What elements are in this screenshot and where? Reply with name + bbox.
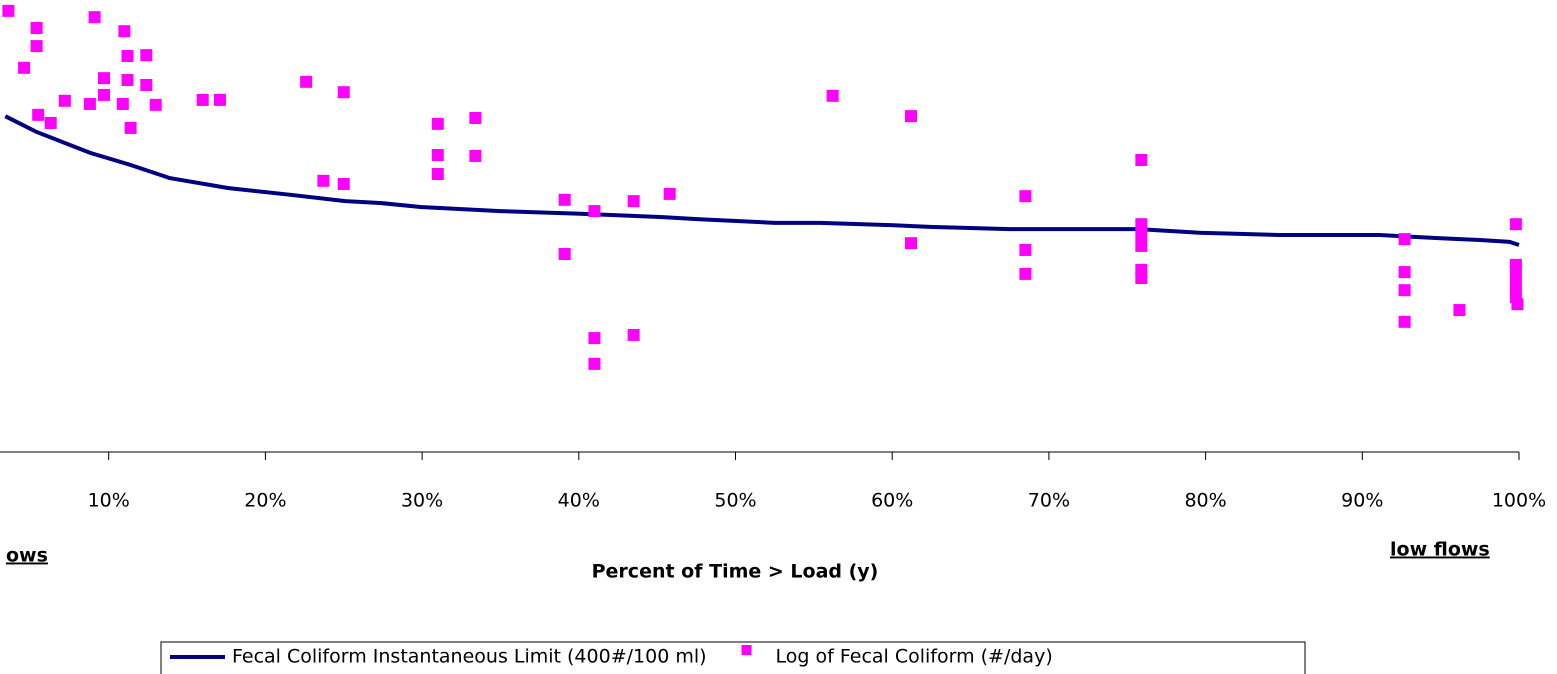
legend-swatch — [741, 645, 752, 655]
line-series — [4, 114, 1520, 247]
point — [1019, 243, 1032, 256]
point — [337, 86, 350, 99]
point — [1509, 258, 1522, 271]
point — [1398, 284, 1411, 297]
point — [121, 74, 134, 87]
point — [121, 50, 134, 63]
x-tick-label: 100% — [1492, 490, 1546, 512]
point — [44, 116, 57, 129]
point — [558, 193, 571, 206]
point — [337, 177, 350, 190]
point — [124, 121, 137, 134]
point — [83, 97, 96, 110]
point — [140, 78, 153, 91]
point — [1135, 154, 1148, 167]
point — [588, 205, 601, 218]
point — [1135, 271, 1148, 284]
point — [116, 97, 129, 110]
x-tick-label: 80% — [1184, 490, 1226, 512]
point — [30, 40, 43, 53]
x-tick-label: 10% — [88, 490, 130, 512]
point — [88, 11, 101, 24]
point — [1398, 266, 1411, 279]
legend-label: Log of Fecal Coliform (#/day) — [776, 646, 1053, 668]
point — [663, 187, 676, 200]
point — [1135, 218, 1148, 231]
point — [431, 168, 444, 181]
point — [826, 89, 839, 102]
point — [588, 332, 601, 345]
legend-box — [160, 641, 1306, 674]
point — [1135, 239, 1148, 252]
point — [627, 195, 640, 208]
point — [213, 93, 226, 106]
point — [32, 108, 45, 121]
point — [469, 149, 482, 162]
point — [1135, 229, 1148, 242]
point — [431, 149, 444, 162]
x-tick-label: 50% — [714, 490, 756, 512]
point — [627, 328, 640, 341]
point — [30, 22, 43, 35]
annotation: low flows — [1390, 539, 1490, 561]
point — [558, 248, 571, 261]
point — [97, 88, 110, 101]
x-tick-label: 90% — [1341, 490, 1383, 512]
point — [905, 110, 918, 123]
point — [140, 49, 153, 62]
point — [1019, 267, 1032, 280]
point — [1509, 279, 1522, 292]
point — [1019, 190, 1032, 203]
point — [2, 4, 15, 17]
point — [588, 357, 601, 370]
point — [1509, 218, 1522, 231]
x-tick-label: 60% — [871, 490, 913, 512]
point — [97, 72, 110, 85]
point — [1511, 298, 1524, 311]
point — [1398, 233, 1411, 246]
point — [18, 61, 31, 74]
point — [317, 174, 330, 187]
legend-label: Fecal Coliform Instantaneous Limit (400#… — [232, 646, 707, 668]
x-axis-title: Percent of Time > Load (y) — [592, 561, 879, 583]
point — [431, 117, 444, 130]
x-tick-label: 20% — [244, 490, 286, 512]
point — [1453, 304, 1466, 317]
point — [196, 93, 209, 106]
point — [118, 25, 131, 38]
point — [58, 94, 71, 107]
annotation: ows — [6, 545, 48, 567]
point — [1398, 315, 1411, 328]
point — [469, 111, 482, 124]
x-tick-label: 40% — [558, 490, 600, 512]
point — [149, 98, 162, 111]
point — [905, 237, 918, 250]
x-tick-label: 30% — [401, 490, 443, 512]
point — [1509, 268, 1522, 281]
point — [300, 75, 313, 88]
x-tick-label: 70% — [1028, 490, 1070, 512]
